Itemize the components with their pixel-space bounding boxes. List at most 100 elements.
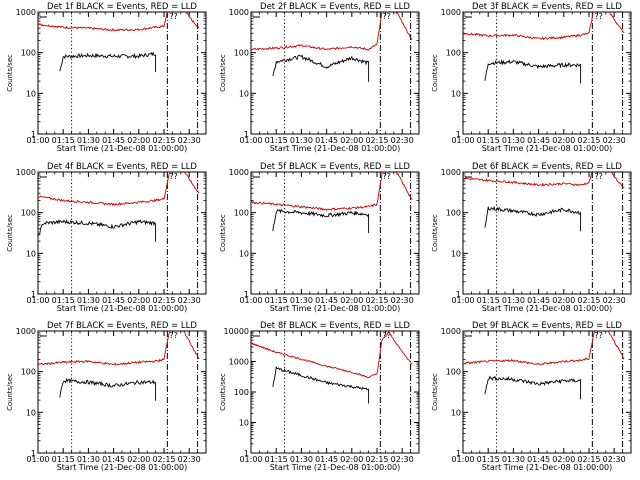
x-tick-label: 01:15 [265, 136, 288, 145]
legend-label: ?? [382, 172, 391, 181]
x-tick-label: 02:00 [340, 455, 363, 464]
x-axis-label: Start Time (21-Dec-08 01:00:00) [270, 304, 401, 313]
lld-series-line [38, 172, 200, 207]
x-axis-label: Start Time (21-Dec-08 01:00:00) [57, 144, 188, 153]
legend-label: ?? [382, 12, 391, 21]
x-tick-label: 02:15 [577, 136, 600, 145]
plot-frame [462, 330, 632, 454]
y-tick-label: 10 [239, 249, 249, 258]
y-tick-label: 1 [456, 449, 461, 458]
x-tick-label: 01:45 [315, 136, 338, 145]
x-tick-label: 01:45 [527, 136, 550, 145]
y-tick-label: 10 [239, 89, 249, 98]
x-tick-label: 02:15 [365, 296, 388, 305]
y-tick-label: 1 [31, 290, 36, 299]
chart-title: Det 7f BLACK = Events, RED = LLD [47, 321, 197, 331]
legend-label: ?? [382, 331, 391, 340]
chart-title: Det 1f BLACK = Events, RED = LLD [47, 2, 197, 12]
x-tick-label: 01:30 [502, 136, 525, 145]
x-tick-label: 02:15 [152, 455, 175, 464]
legend-label: ?? [594, 12, 603, 21]
y-axis-label: Counts/sec [431, 373, 439, 411]
lld-series-line [463, 331, 625, 366]
y-axis-label: Counts/sec [6, 373, 14, 411]
x-tick-label: 01:00 [239, 455, 262, 464]
x-tick-label: 01:30 [77, 455, 100, 464]
x-tick-label: 01:15 [265, 296, 288, 305]
chart-panel-6: Det 6f BLACK = Events, RED = LLD 1 10 100 10… [431, 162, 632, 313]
x-tick-label: 02:30 [178, 136, 201, 145]
x-tick-label: 01:15 [265, 455, 288, 464]
plot-frame [462, 11, 632, 135]
y-tick-label: 100 [446, 209, 461, 218]
y-tick-label: 1 [31, 449, 36, 458]
y-tick-label: 10 [451, 249, 461, 258]
plot-frame [250, 11, 420, 135]
y-axis-label: Counts/sec [431, 214, 439, 252]
x-axis-label: Start Time (21-Dec-08 01:00:00) [270, 463, 401, 472]
chart-panel-4: Det 4f BLACK = Events, RED = LLD 1 10 100 10… [6, 162, 207, 313]
x-tick-label: 01:15 [52, 136, 75, 145]
events-series-line [484, 205, 582, 232]
chart-title: Det 8f BLACK = Events, RED = LLD [260, 321, 410, 331]
x-tick-label: 02:30 [391, 455, 414, 464]
y-tick-label: 1000 [441, 168, 461, 177]
y-tick-label: 1 [244, 449, 249, 458]
x-tick-label: 02:00 [552, 136, 575, 145]
y-tick-label: 10 [451, 408, 461, 417]
y-tick-label: 1 [244, 130, 249, 139]
x-tick-label: 02:00 [552, 455, 575, 464]
events-series-line [272, 54, 370, 82]
y-tick-label: 10 [26, 408, 36, 417]
lld-series-line [251, 331, 413, 379]
y-tick-label: 1 [456, 130, 461, 139]
chart-panel-3: Det 3f BLACK = Events, RED = LLD 1 10 100 10… [431, 2, 632, 153]
x-tick-label: 01:00 [26, 296, 49, 305]
y-tick-label: 10 [26, 249, 36, 258]
legend-label: ?? [594, 331, 603, 340]
y-tick-label: 10000 [224, 327, 249, 336]
x-tick-label: 02:30 [603, 455, 626, 464]
x-tick-label: 01:45 [102, 136, 125, 145]
chart-title: Det 5f BLACK = Events, RED = LLD [260, 162, 410, 172]
plot-frame [462, 171, 632, 295]
x-tick-label: 01:15 [477, 136, 500, 145]
chart-title: Det 2f BLACK = Events, RED = LLD [260, 2, 410, 12]
x-tick-label: 01:30 [290, 455, 313, 464]
chart-panel-2: Det 2f BLACK = Events, RED = LLD 1 10 100 10… [219, 2, 420, 153]
y-axis-label: Counts/sec [6, 54, 14, 92]
x-tick-label: 01:45 [315, 455, 338, 464]
x-axis-label: Start Time (21-Dec-08 01:00:00) [57, 463, 188, 472]
x-tick-label: 01:00 [26, 455, 49, 464]
x-tick-label: 02:30 [603, 136, 626, 145]
y-tick-label: 1000 [16, 8, 36, 17]
x-tick-label: 01:00 [26, 136, 49, 145]
x-tick-label: 01:45 [102, 455, 125, 464]
chart-panel-5: Det 5f BLACK = Events, RED = LLD 1 10 100 10… [219, 162, 420, 313]
x-tick-label: 02:15 [365, 136, 388, 145]
plot-frame [250, 171, 420, 295]
y-tick-label: 1000 [229, 168, 249, 177]
x-tick-label: 02:00 [340, 296, 363, 305]
x-axis-label: Start Time (21-Dec-08 01:00:00) [482, 463, 613, 472]
y-tick-label: 10 [239, 419, 249, 428]
events-series-line [59, 377, 157, 401]
x-tick-label: 01:30 [502, 455, 525, 464]
y-tick-label: 10 [451, 89, 461, 98]
chart-panel-7: Det 7f BLACK = Events, RED = LLD 1 10 100 10… [6, 321, 207, 472]
x-axis-label: Start Time (21-Dec-08 01:00:00) [482, 304, 613, 313]
chart-panel-9: Det 9f BLACK = Events, RED = LLD 1 10 100 10… [431, 321, 632, 472]
y-tick-label: 1000 [441, 8, 461, 17]
x-axis-label: Start Time (21-Dec-08 01:00:00) [57, 304, 188, 313]
chart-title: Det 6f BLACK = Events, RED = LLD [472, 162, 622, 172]
legend-label: ?? [169, 331, 178, 340]
events-series-line [272, 365, 370, 404]
chart-panel-8: Det 8f BLACK = Events, RED = LLD 1 10 100 10… [219, 321, 420, 472]
legend-label: ?? [169, 172, 178, 181]
events-series-line [272, 208, 370, 234]
x-tick-label: 01:00 [451, 136, 474, 145]
y-axis-label: Counts/sec [219, 54, 227, 92]
y-tick-label: 1000 [441, 327, 461, 336]
y-axis-label: Counts/sec [219, 214, 227, 252]
